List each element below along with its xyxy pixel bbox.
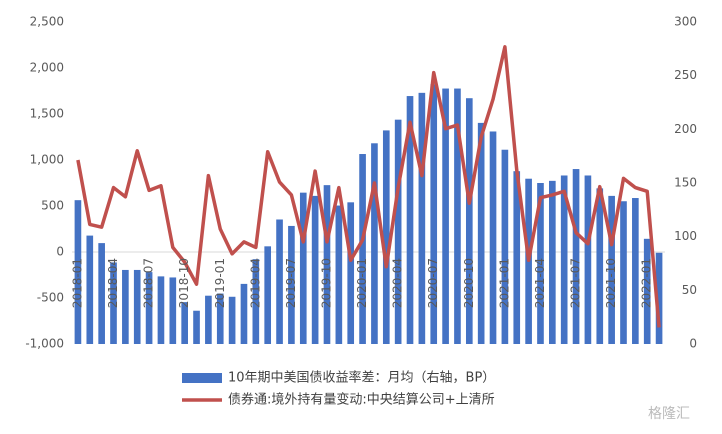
bar [501, 149, 509, 344]
y2-tick-label: 100 [674, 229, 697, 243]
bar [371, 143, 378, 344]
x-tick-label: 2019-07 [284, 258, 298, 308]
watermark: 格隆汇 [648, 406, 690, 422]
bar [572, 169, 580, 344]
bar [122, 269, 129, 344]
x-tick-label: 2019-10 [319, 258, 333, 308]
bar [133, 269, 141, 344]
bar [240, 283, 248, 344]
bar [394, 119, 402, 344]
y2-tick-label: 300 [674, 15, 697, 29]
bar [228, 296, 236, 344]
y-tick-label: 0 [56, 245, 64, 259]
bar [193, 310, 200, 344]
x-tick-label: 2018-10 [177, 258, 191, 308]
bar [382, 130, 390, 344]
y2-tick-label: 0 [689, 337, 697, 351]
bar [264, 246, 272, 344]
legend-label: 债券通:境外持有量变动:中央结算公司+上清所 [228, 392, 495, 408]
y2-tick-label: 250 [674, 68, 697, 82]
bar [98, 243, 105, 344]
bar [477, 122, 485, 344]
x-tick-label: 2018-07 [142, 258, 156, 308]
bar [252, 259, 260, 344]
bar [86, 235, 94, 344]
x-tick-label: 2022-01 [640, 258, 654, 308]
bar [489, 131, 497, 344]
y-tick-label: 2,000 [30, 61, 64, 75]
bar [145, 272, 153, 344]
line [76, 45, 661, 328]
bar [430, 84, 438, 345]
bar [157, 276, 165, 344]
bar [632, 198, 639, 344]
bar [276, 219, 283, 344]
bar [359, 154, 366, 344]
x-tick-label: 2020-10 [462, 258, 476, 308]
bar [335, 205, 343, 344]
bar [584, 175, 592, 344]
y-tick-label: -1,000 [25, 337, 64, 351]
y-tick-label: 1,500 [30, 107, 64, 121]
bar [560, 175, 568, 344]
x-tick-label: 2018-01 [70, 258, 84, 308]
x-tick-label: 2021-07 [569, 258, 583, 308]
bar [74, 200, 82, 344]
x-tick-label: 2021-04 [533, 258, 547, 308]
bar [406, 96, 414, 344]
bar [288, 225, 295, 344]
legend-swatch [182, 373, 222, 383]
bar [323, 185, 331, 344]
bar [465, 98, 473, 344]
bar [608, 195, 615, 344]
x-tick-label: 2021-10 [604, 258, 618, 308]
x-tick-label: 2019-04 [248, 258, 262, 308]
bar [216, 293, 224, 344]
bar [549, 180, 556, 344]
x-tick-label: 2021-01 [497, 258, 511, 308]
bar [299, 192, 307, 344]
bar [311, 195, 319, 344]
bar [537, 183, 544, 344]
bar [347, 202, 355, 344]
bar [620, 201, 627, 344]
x-tick-label: 2020-01 [355, 258, 369, 308]
bar [169, 277, 177, 344]
x-tick-label: 2020-04 [391, 258, 405, 308]
x-tick-label: 2018-04 [106, 258, 120, 308]
x-tick-label: 2019-01 [213, 258, 227, 308]
bar [655, 252, 663, 344]
bar [596, 188, 604, 344]
y2-tick-label: 150 [674, 176, 697, 190]
bar [454, 88, 461, 345]
bar [513, 171, 521, 344]
y-tick-label: 2,500 [30, 15, 64, 29]
y2-tick-label: 50 [682, 283, 697, 297]
bar [643, 238, 651, 344]
bar [205, 295, 212, 344]
y-tick-label: 500 [41, 199, 64, 213]
bar [110, 262, 117, 344]
y-tick-label: 1,000 [30, 153, 64, 167]
bar [418, 92, 426, 344]
y2-tick-label: 200 [674, 122, 697, 136]
y-tick-label: -500 [37, 291, 64, 305]
bar [181, 302, 188, 344]
legend-label: 10年期中美国债收益率差：月均（右轴，BP） [228, 370, 495, 386]
bar [442, 88, 449, 345]
x-tick-label: 2020-07 [426, 258, 440, 308]
